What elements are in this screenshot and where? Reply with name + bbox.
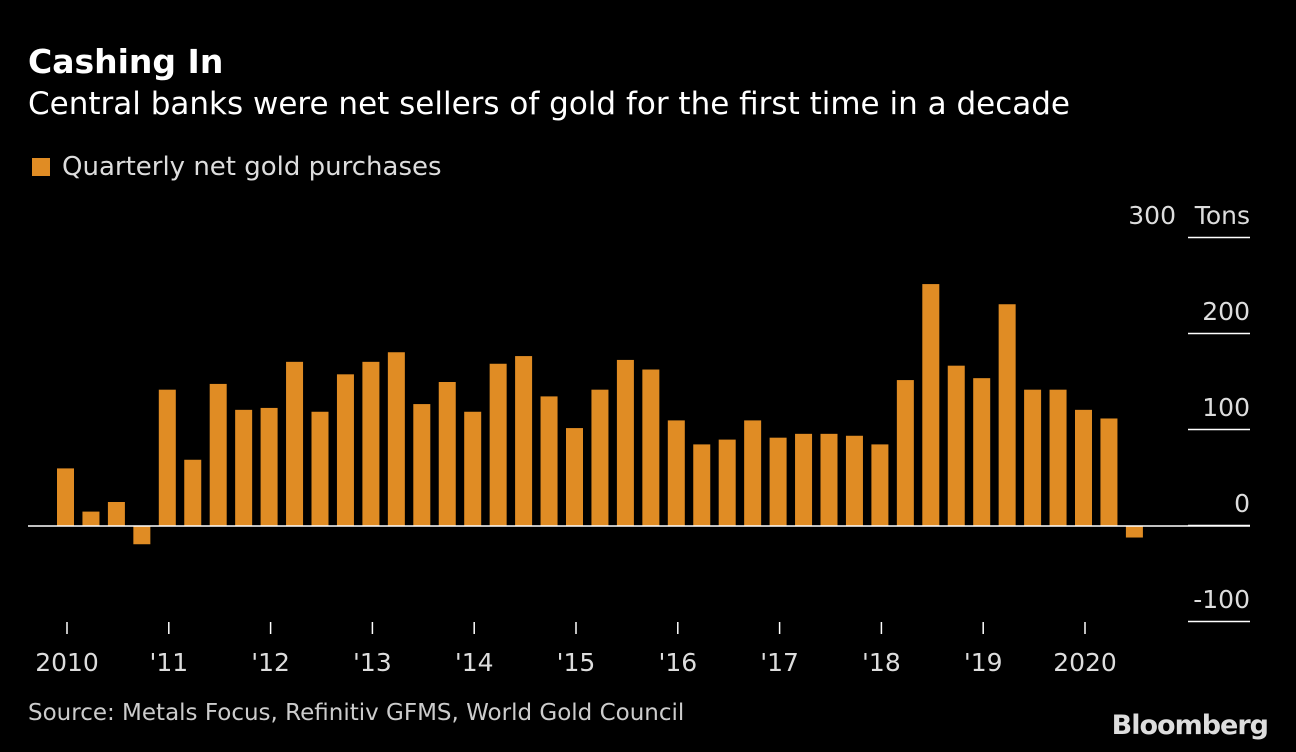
bar	[362, 361, 380, 526]
bar	[82, 511, 100, 526]
chart-subtitle: Central banks were net sellers of gold f…	[28, 86, 1070, 122]
bar	[744, 420, 762, 526]
bar	[235, 409, 253, 526]
bar	[540, 396, 558, 526]
bar	[489, 363, 507, 526]
bar	[133, 526, 151, 545]
bar	[107, 502, 125, 526]
chart-title: Cashing In	[28, 42, 224, 81]
bar	[642, 369, 660, 526]
bar	[1049, 389, 1067, 526]
bar	[998, 304, 1016, 526]
bar	[387, 352, 405, 526]
bar	[158, 389, 176, 526]
x-tick-label: '12	[251, 648, 290, 677]
bar	[57, 468, 74, 526]
bar	[1125, 526, 1143, 538]
source-note: Source: Metals Focus, Refinitiv GFMS, Wo…	[28, 700, 685, 726]
bar	[184, 459, 202, 526]
bar	[438, 382, 456, 526]
legend-label: Quarterly net gold purchases	[62, 152, 442, 182]
bar	[336, 374, 354, 526]
y-tick-label: 200	[1202, 297, 1250, 326]
bar	[871, 444, 889, 526]
bar	[286, 361, 304, 526]
bar	[693, 444, 711, 526]
x-tick-label: 2020	[1053, 648, 1117, 677]
y-tick-label: -100	[1193, 585, 1250, 614]
legend: Quarterly net gold purchases	[32, 152, 442, 182]
x-tick-label: '18	[862, 648, 901, 677]
bar	[795, 433, 813, 526]
bar	[1075, 409, 1092, 526]
bar	[260, 407, 278, 526]
y-axis-unit: Tons	[1194, 201, 1250, 230]
x-tick-label: '11	[149, 648, 188, 677]
bar	[1024, 389, 1042, 526]
bar	[922, 284, 940, 526]
x-tick-label: '13	[353, 648, 392, 677]
bar	[845, 435, 863, 526]
bar	[1100, 418, 1118, 526]
bar	[209, 383, 227, 526]
bar	[591, 389, 609, 526]
x-tick-label: '15	[557, 648, 596, 677]
x-tick-label: '17	[760, 648, 799, 677]
legend-swatch	[32, 158, 50, 176]
x-tick-label: '19	[964, 648, 1003, 677]
x-tick-label: '16	[658, 648, 697, 677]
bar	[311, 411, 329, 526]
bar	[616, 359, 634, 526]
bar	[464, 411, 482, 526]
bar	[515, 356, 533, 526]
x-tick-label: '14	[455, 648, 494, 677]
bloomberg-logo: Bloomberg	[1111, 710, 1269, 741]
bar	[566, 428, 583, 526]
bar	[896, 380, 914, 526]
x-tick-label: 2010	[35, 648, 99, 677]
y-tick-label: 100	[1202, 393, 1250, 422]
y-tick-label: 0	[1234, 489, 1250, 518]
bar	[769, 437, 787, 526]
bar	[947, 365, 965, 526]
bar	[413, 404, 431, 526]
bar	[820, 433, 838, 526]
bar	[718, 439, 736, 526]
y-tick-label: 300	[1128, 201, 1176, 230]
bar	[973, 378, 991, 526]
bar	[667, 420, 685, 526]
